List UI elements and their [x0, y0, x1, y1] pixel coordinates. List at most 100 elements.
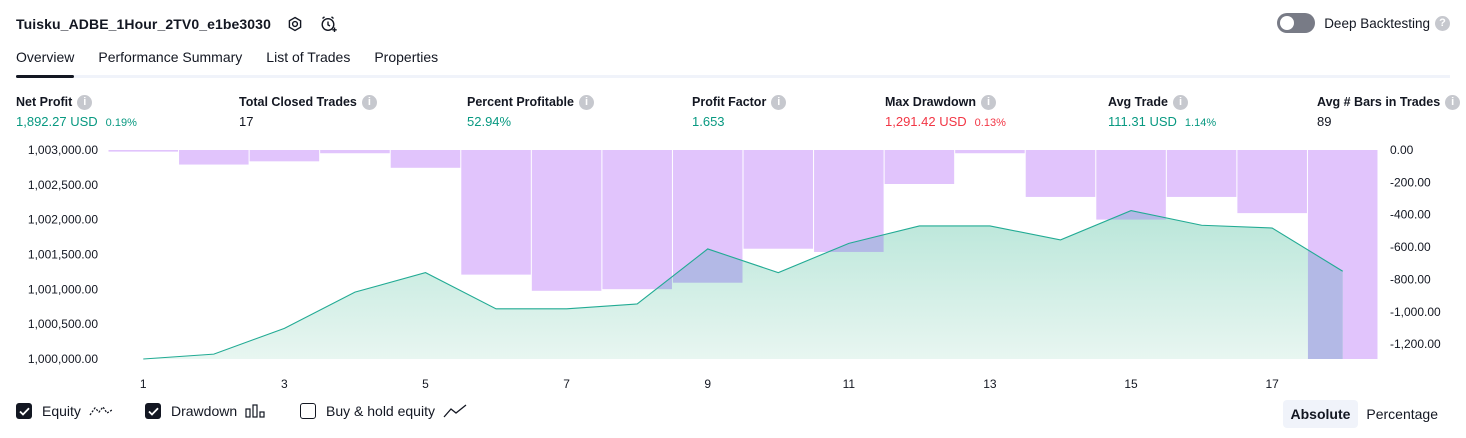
right-axis-tick: -600.00: [1390, 240, 1431, 254]
info-icon[interactable]: i: [578, 94, 594, 110]
metric-value: 111.31 USD: [1108, 114, 1177, 129]
left-axis-tick: 1,000,500.00: [28, 317, 98, 331]
x-axis-tick: 9: [704, 377, 711, 391]
drawdown-bar: [884, 150, 955, 184]
buy-hold-line-icon: [443, 404, 467, 418]
metric-label: Percent Profitable: [467, 95, 574, 109]
drawdown-bar: [461, 150, 531, 275]
info-icon[interactable]: i: [771, 94, 787, 110]
metric-label: Total Closed Trades: [239, 95, 357, 109]
left-axis-tick: 1,002,000.00: [28, 213, 98, 227]
metric-label: Avg # Bars in Trades: [1317, 95, 1441, 109]
info-icon[interactable]: i: [981, 94, 996, 110]
metric-total-closed-trades: Total Closed Trades i 17: [239, 94, 377, 129]
equity-line: [143, 210, 1344, 360]
display-mode-switch: Absolute Percentage: [1282, 400, 1447, 428]
metric-percent: 0.19%: [105, 117, 137, 129]
metric-label: Max Drawdown: [885, 95, 976, 109]
drawdown-bar: [743, 150, 814, 249]
metric-value: 1.653: [692, 114, 725, 129]
strategy-header: Tuisku_ADBE_1Hour_2TV0_e1be3030: [16, 14, 339, 34]
tab-list-of-trades[interactable]: List of Trades: [266, 49, 351, 65]
equity-label: Equity: [42, 403, 81, 419]
metric-net-profit: Net Profit i 1,892.27 USD 0.19%: [16, 94, 137, 129]
drawdown-bar: [108, 150, 179, 152]
left-axis-tick: 1,002,500.00: [28, 178, 98, 192]
drawdown-label: Drawdown: [171, 403, 238, 419]
metric-profit-factor: Profit Factor i 1.653: [692, 94, 787, 129]
buy-hold-label: Buy & hold equity: [326, 403, 435, 419]
metric-avg-bars: Avg # Bars in Trades i 89: [1317, 94, 1461, 129]
drawdown-bar: [1096, 150, 1166, 220]
tab-bar: Overview Performance Summary List of Tra…: [16, 45, 1450, 78]
legend-buy-hold[interactable]: Buy & hold equity: [300, 403, 467, 419]
drawdown-bars-icon: [245, 404, 265, 418]
info-icon[interactable]: i: [77, 94, 93, 110]
left-axis-tick: 1,001,000.00: [28, 282, 98, 296]
deep-backtesting-toggle[interactable]: [1277, 13, 1316, 33]
drawdown-overlap: [1096, 210, 1166, 220]
x-axis-tick: 11: [843, 377, 856, 391]
right-axis-tick: -1,000.00: [1390, 305, 1441, 319]
right-axis-tick: -400.00: [1390, 208, 1431, 222]
drawdown-bar: [390, 150, 461, 168]
absolute-button[interactable]: Absolute: [1282, 400, 1359, 428]
tab-overview[interactable]: Overview: [16, 45, 75, 78]
drawdown-bar: [179, 150, 249, 165]
equity-line-icon: [89, 404, 113, 418]
drawdown-bar: [955, 150, 1025, 154]
x-axis-tick: 3: [281, 377, 288, 391]
buy-hold-checkbox[interactable]: [300, 403, 316, 419]
tab-properties[interactable]: Properties: [374, 49, 439, 65]
right-axis-tick: -200.00: [1390, 175, 1431, 189]
equity-checkbox[interactable]: [16, 403, 32, 419]
metric-label: Avg Trade: [1108, 95, 1168, 109]
settings-icon[interactable]: [285, 14, 305, 34]
info-icon[interactable]: i: [361, 94, 377, 110]
right-axis-tick: 0.00: [1390, 143, 1414, 157]
left-axis-tick: 1,001,500.00: [28, 248, 98, 262]
metric-percent: 1.14%: [1184, 117, 1217, 129]
strategy-title: Tuisku_ADBE_1Hour_2TV0_e1be3030: [16, 16, 271, 32]
metric-avg-trade: Avg Trade i 111.31 USD 1.14%: [1108, 94, 1216, 129]
drawdown-bar: [1025, 150, 1096, 197]
drawdown-bar: [1237, 150, 1307, 214]
right-axis-tick: -800.00: [1390, 272, 1431, 286]
drawdown-bar: [1166, 150, 1237, 197]
metric-label: Profit Factor: [692, 95, 767, 109]
deep-backtesting: Deep Backtesting ?: [1277, 13, 1450, 33]
legend-equity[interactable]: Equity: [16, 403, 113, 419]
drawdown-bar: [814, 150, 884, 252]
metric-value: 1,291.42 USD: [885, 114, 967, 129]
drawdown-bar: [320, 150, 390, 154]
legend-drawdown[interactable]: Drawdown: [145, 403, 265, 419]
drawdown-bar: [602, 150, 672, 290]
x-axis-tick: 5: [422, 377, 429, 391]
metric-value: 1,892.27 USD: [16, 114, 98, 129]
deep-backtesting-label: Deep Backtesting: [1324, 15, 1430, 31]
drawdown-bar: [249, 150, 320, 162]
x-axis-tick: 13: [983, 377, 997, 391]
metric-value: 89: [1317, 114, 1332, 129]
tab-performance-summary[interactable]: Performance Summary: [98, 49, 243, 65]
x-axis-tick: 17: [1265, 377, 1279, 391]
metric-value: 52.94%: [467, 114, 512, 129]
left-axis-tick: 1,003,000.00: [28, 143, 98, 157]
x-axis-tick: 7: [563, 377, 570, 391]
equity-drawdown-chart[interactable]: 1,003,000.00 1,002,500.00 1,002,000.00 1,00…: [0, 140, 1466, 400]
metric-value: 17: [239, 114, 254, 129]
left-axis-tick: 1,000,000.00: [28, 352, 98, 366]
percentage-button[interactable]: Percentage: [1366, 406, 1438, 422]
help-icon[interactable]: ?: [1435, 15, 1450, 31]
metric-percent: 0.13%: [974, 117, 1006, 129]
drawdown-checkbox[interactable]: [145, 403, 161, 419]
info-icon[interactable]: i: [1172, 94, 1188, 110]
right-axis-tick: -1,200.00: [1390, 337, 1441, 351]
metric-label: Net Profit: [16, 95, 73, 109]
metric-percent-profitable: Percent Profitable i 52.94%: [467, 94, 594, 129]
info-icon[interactable]: i: [1445, 94, 1461, 110]
metric-max-drawdown: Max Drawdown i 1,291.42 USD 0.13%: [885, 94, 1006, 129]
add-alert-icon[interactable]: [319, 14, 339, 34]
equity-area: [143, 210, 1343, 359]
x-axis-tick: 1: [140, 377, 147, 391]
